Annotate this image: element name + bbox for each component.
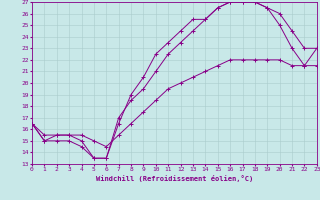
X-axis label: Windchill (Refroidissement éolien,°C): Windchill (Refroidissement éolien,°C)	[96, 175, 253, 182]
